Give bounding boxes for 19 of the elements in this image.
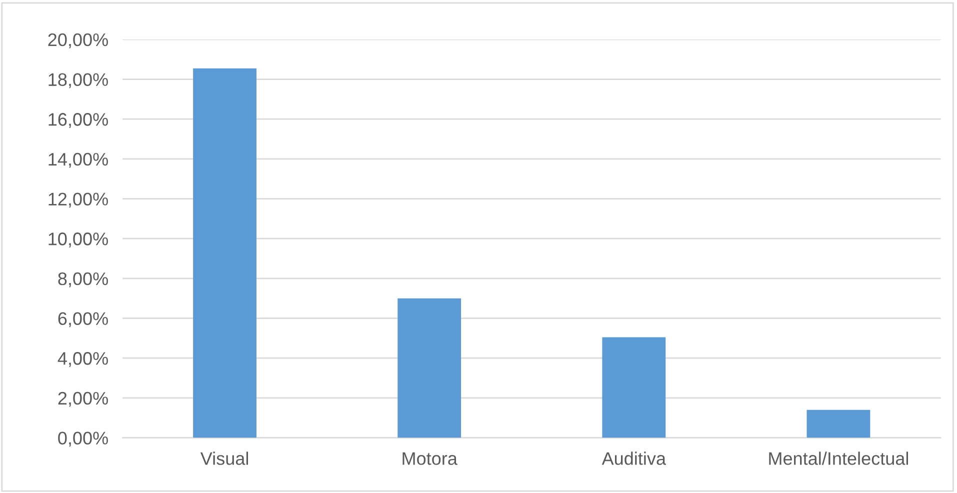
y-tick-label: 14,00%	[48, 152, 108, 168]
bar	[602, 337, 666, 438]
y-tick-label: 12,00%	[48, 192, 108, 208]
y-tick-label: 10,00%	[48, 232, 108, 248]
x-tick-label: Auditiva	[602, 452, 666, 465]
x-tick-label: Mental/Intelectual	[769, 452, 908, 465]
y-tick-label: 20,00%	[48, 33, 108, 48]
bar	[398, 298, 462, 438]
y-tick-label: 0,00%	[58, 432, 108, 447]
bar	[193, 68, 256, 438]
y-tick-label: 18,00%	[48, 73, 108, 88]
y-tick-label: 8,00%	[58, 272, 108, 288]
bar	[806, 410, 870, 438]
y-tick-label: 16,00%	[48, 113, 108, 128]
x-tick-label: Visual	[200, 452, 248, 465]
y-tick-label: 6,00%	[58, 312, 108, 328]
y-tick-label: 4,00%	[58, 352, 108, 367]
x-tick-label: Motora	[402, 452, 458, 465]
y-tick-label: 2,00%	[58, 392, 108, 407]
